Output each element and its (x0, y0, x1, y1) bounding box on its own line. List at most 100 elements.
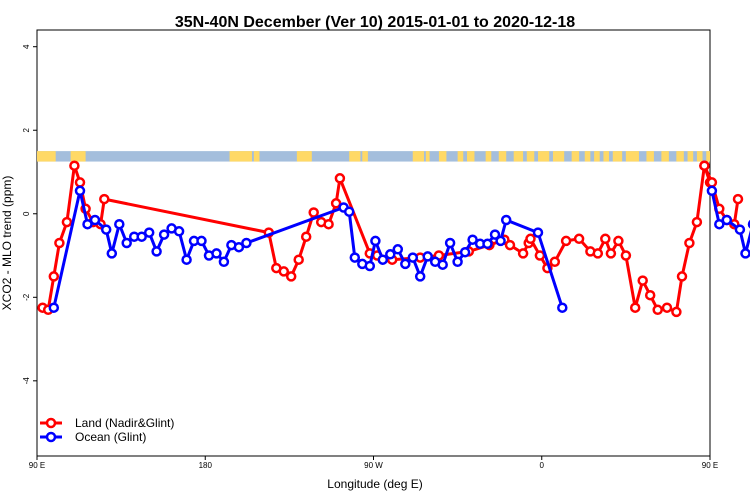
data-point (495, 235, 506, 247)
data-point (48, 271, 60, 282)
data-point (422, 251, 433, 262)
data-point (600, 233, 611, 245)
x-tick-label: 90 E (702, 461, 718, 470)
data-point (278, 266, 290, 277)
y-tick-label: 2 (22, 127, 31, 132)
land-ocean-strip (37, 151, 710, 162)
data-point (637, 275, 648, 286)
land-segment (687, 151, 694, 162)
data-point (414, 271, 426, 282)
data-point (613, 235, 624, 247)
data-point (99, 193, 110, 205)
data-point (218, 256, 230, 268)
data-point (504, 239, 516, 251)
y-tick-label: 0 (22, 211, 31, 216)
data-point (714, 218, 725, 230)
data-point (74, 185, 86, 197)
data-point (385, 249, 396, 260)
x-tick-label: 90 E (29, 461, 45, 470)
data-point (121, 237, 132, 249)
land-segment (603, 151, 610, 162)
data-point (300, 231, 312, 242)
data-point (343, 206, 355, 217)
data-point (392, 244, 404, 255)
y-tick-label: 4 (22, 44, 31, 49)
data-point (370, 235, 381, 247)
land-segment (362, 151, 368, 162)
data-point (136, 231, 147, 242)
data-point (54, 237, 65, 249)
data-point (293, 254, 304, 265)
data-point (181, 254, 192, 265)
land-segment (646, 151, 654, 162)
data-point (349, 252, 361, 263)
data-point (620, 250, 632, 261)
data-point (400, 258, 411, 270)
data-point (691, 216, 703, 228)
chart-title: 35N-40N December (Ver 10) 2015-01-01 to … (175, 14, 575, 31)
data-point (444, 237, 456, 249)
data-point (89, 214, 101, 226)
data-point (592, 248, 604, 259)
data-point (573, 233, 585, 245)
land-segment (425, 151, 430, 162)
x-tick-label: 90 W (364, 461, 383, 470)
data-point (74, 177, 86, 188)
data-point (605, 248, 617, 259)
data-point (69, 160, 80, 171)
data-point (699, 160, 710, 171)
data-point (233, 241, 245, 253)
land-segment (229, 151, 252, 162)
data-point (734, 224, 746, 235)
land-segment (253, 151, 260, 162)
land-segment (457, 151, 464, 162)
land-segment (498, 151, 507, 162)
land-segment (696, 151, 703, 162)
data-point (151, 246, 162, 257)
data-point (407, 252, 419, 263)
data-point (48, 302, 60, 313)
data-point (377, 254, 389, 265)
data-point (323, 218, 334, 230)
land-segment (412, 151, 424, 162)
data-point (676, 271, 688, 282)
legend-land-label: Land (Nadir&Glint) (75, 416, 174, 430)
data-point (684, 237, 695, 249)
data-point (500, 214, 512, 226)
data-point (196, 235, 207, 247)
series-2 (699, 160, 744, 230)
data-point (330, 198, 342, 209)
data-point (661, 302, 673, 313)
land-segment (70, 151, 86, 162)
legend-ocean-label: Ocean (Glint) (75, 430, 146, 444)
land-segment (485, 151, 492, 162)
data-point (82, 218, 93, 230)
data-point (334, 173, 346, 184)
data-point (557, 302, 568, 313)
data-point (364, 260, 376, 272)
data-point (706, 185, 718, 197)
data-point (114, 218, 125, 230)
land-segment (676, 151, 684, 162)
series-3 (706, 185, 750, 259)
land-segment (349, 151, 361, 162)
y-tick-label: -4 (22, 377, 31, 385)
data-point (560, 235, 572, 247)
data-point (452, 256, 463, 268)
y-tick-label: -2 (22, 293, 31, 301)
data-point (732, 193, 744, 205)
series-line (52, 189, 564, 309)
land-segment (37, 151, 56, 162)
data-point (721, 214, 733, 226)
data-point (489, 229, 501, 240)
data-point (61, 216, 73, 228)
data-point (437, 259, 448, 270)
data-point (525, 233, 536, 245)
land-segment (538, 151, 550, 162)
land-segment (296, 151, 312, 162)
data-point (100, 224, 112, 235)
data-point (106, 248, 118, 259)
data-point (517, 248, 529, 259)
data-point (534, 250, 546, 261)
